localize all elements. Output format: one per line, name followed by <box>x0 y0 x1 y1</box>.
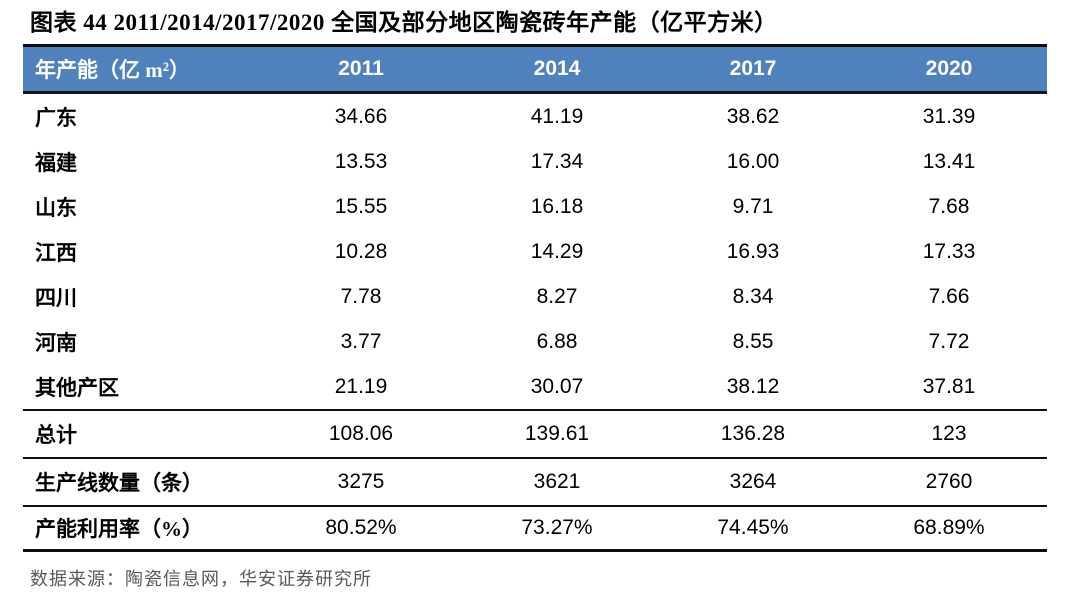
value-cell: 30.07 <box>530 374 584 398</box>
table-row-fujian: 福建 13.53 17.34 16.00 13.41 <box>23 139 1047 184</box>
table-row-guangdong: 广东 34.66 41.19 38.62 31.39 <box>23 93 1047 140</box>
value-cell: 73.27% <box>459 505 655 551</box>
total-label: 总计 <box>23 409 263 458</box>
value-cell: 3621 <box>459 457 655 506</box>
value-cell: 21.19 <box>334 374 388 398</box>
capacity-utilization-label: 产能利用率（%） <box>23 505 263 551</box>
value-cell: 13.53 <box>334 149 388 173</box>
region-label: 山东 <box>35 195 77 220</box>
value-cell: 16.18 <box>530 194 584 218</box>
value-cell: 136.28 <box>655 409 851 458</box>
region-label: 四川 <box>35 285 77 310</box>
table-row-jiangxi: 江西 10.28 14.29 16.93 17.33 <box>23 229 1047 274</box>
region-label: 河南 <box>35 330 77 355</box>
value-cell: 8.34 <box>732 284 774 308</box>
production-lines-label: 生产线数量（条） <box>23 457 263 506</box>
value-cell: 123 <box>851 409 1047 458</box>
figure-title: 图表 44 2011/2014/2017/2020 全国及部分地区陶瓷砖年产能（… <box>30 10 778 35</box>
value-cell: 13.41 <box>922 149 976 173</box>
value-cell: 68.89% <box>851 505 1047 551</box>
table-row-production-lines: 生产线数量（条） 3275 3621 3264 2760 <box>23 457 1047 506</box>
value-cell: 6.88 <box>536 329 578 353</box>
table-row-sichuan: 四川 7.78 8.27 8.34 7.66 <box>23 274 1047 319</box>
table-row-henan: 河南 3.77 6.88 8.55 7.72 <box>23 319 1047 364</box>
value-cell: 80.52% <box>263 505 459 551</box>
header-year-2017: 2017 <box>655 45 851 94</box>
header-year-2014: 2014 <box>459 45 655 94</box>
table-header-row: 年产能（亿 m²） 2011 2014 2017 2020 <box>23 45 1047 94</box>
value-cell: 14.29 <box>530 239 584 263</box>
header-metric-label: 年产能（亿 m²） <box>23 45 263 94</box>
value-cell: 7.66 <box>928 284 970 308</box>
value-cell: 74.45% <box>655 505 851 551</box>
value-cell: 17.33 <box>922 239 976 263</box>
value-cell: 10.28 <box>334 239 388 263</box>
value-cell: 34.66 <box>334 104 388 128</box>
value-cell: 3275 <box>263 457 459 506</box>
value-cell: 139.61 <box>459 409 655 458</box>
value-cell: 38.62 <box>726 104 780 128</box>
value-cell: 38.12 <box>726 374 780 398</box>
value-cell: 7.78 <box>340 284 382 308</box>
table-row-capacity-utilization: 产能利用率（%） 80.52% 73.27% 74.45% 68.89% <box>23 505 1047 551</box>
table-row-other-regions: 其他产区 21.19 30.07 38.12 37.81 <box>23 364 1047 410</box>
value-cell: 2760 <box>851 457 1047 506</box>
value-cell: 7.72 <box>928 329 970 353</box>
value-cell: 9.71 <box>732 194 774 218</box>
value-cell: 37.81 <box>922 374 976 398</box>
table-row-shandong: 山东 15.55 16.18 9.71 7.68 <box>23 184 1047 229</box>
value-cell: 15.55 <box>334 194 388 218</box>
value-cell: 16.93 <box>726 239 780 263</box>
table-row-total: 总计 108.06 139.61 136.28 123 <box>23 409 1047 458</box>
capacity-table: 年产能（亿 m²） 2011 2014 2017 2020 广东 34.66 4… <box>23 44 1047 552</box>
value-cell: 7.68 <box>928 194 970 218</box>
value-cell: 8.55 <box>732 329 774 353</box>
value-cell: 108.06 <box>263 409 459 458</box>
value-cell: 8.27 <box>536 284 578 308</box>
region-label: 江西 <box>35 240 77 265</box>
data-source-note: 数据来源：陶瓷信息网，华安证券研究所 <box>30 569 372 589</box>
region-label: 福建 <box>35 150 77 175</box>
header-year-2020: 2020 <box>851 45 1047 94</box>
region-label: 其他产区 <box>35 375 119 400</box>
value-cell: 3.77 <box>340 329 382 353</box>
value-cell: 16.00 <box>726 149 780 173</box>
header-year-2011: 2011 <box>263 45 459 94</box>
value-cell: 41.19 <box>530 104 584 128</box>
value-cell: 17.34 <box>530 149 584 173</box>
value-cell: 3264 <box>655 457 851 506</box>
value-cell: 31.39 <box>922 104 976 128</box>
region-label: 广东 <box>35 105 77 130</box>
